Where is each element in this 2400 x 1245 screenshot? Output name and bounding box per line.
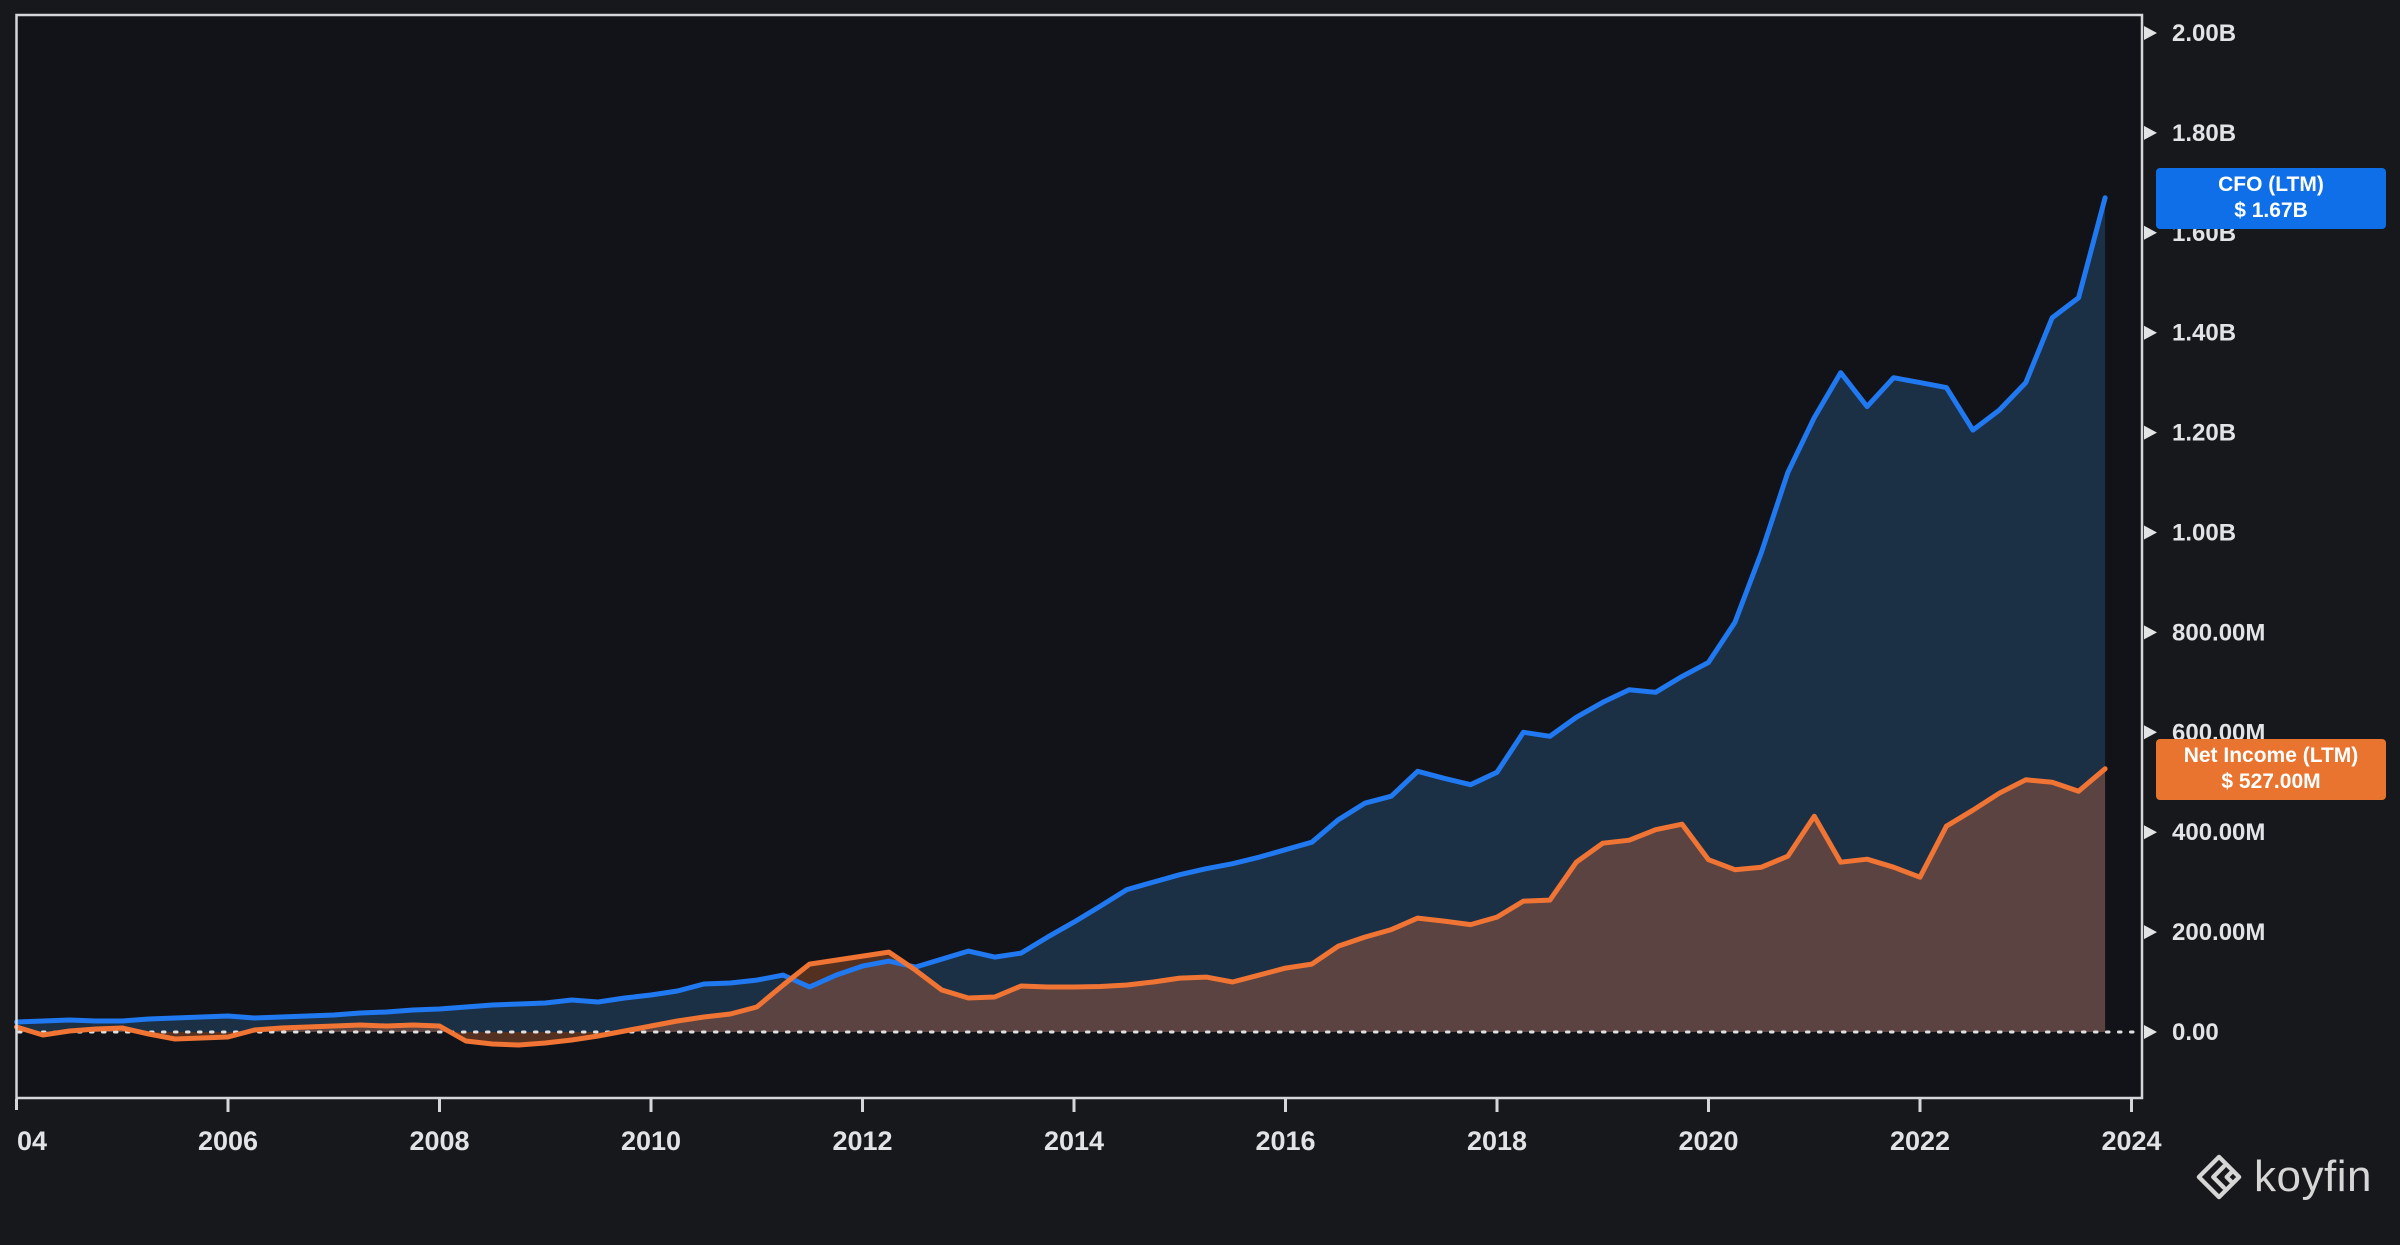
cfo-area-fill	[16, 197, 2106, 1033]
net-income-axis-badge: Net Income (LTM) $ 527.00M	[2156, 739, 2386, 800]
x-axis-label: 2022	[1890, 1126, 1950, 1156]
y-axis-label: 400.00M	[2172, 819, 2265, 846]
y-axis-label: 2.00B	[2172, 20, 2236, 47]
y-axis-tick-arrow	[2144, 525, 2157, 540]
y-axis-label: 800.00M	[2172, 619, 2265, 646]
net-income-badge-title: Net Income (LTM)	[2183, 744, 2359, 767]
koyfin-watermark: koyfin	[2196, 1152, 2372, 1202]
y-axis-tick-arrow	[2144, 825, 2157, 840]
y-axis-tick-arrow	[2144, 325, 2157, 340]
y-axis-tick-arrow	[2144, 1025, 2157, 1039]
y-axis-tick-arrow	[2144, 925, 2157, 940]
x-axis-label: 2008	[409, 1126, 469, 1156]
cfo-badge-title: CFO (LTM)	[2218, 173, 2324, 196]
plot-border	[15, 13, 2144, 1100]
y-axis-label: 1.00B	[2172, 520, 2236, 547]
x-axis-label: 2024	[2101, 1126, 2161, 1156]
y-axis-label: 0.00	[2172, 1019, 2219, 1046]
koyfin-logo-icon	[2196, 1154, 2242, 1200]
y-axis-tick-arrow	[2144, 725, 2157, 740]
x-axis-label: 2012	[832, 1126, 892, 1156]
x-axis-label: 2006	[198, 1126, 258, 1156]
net-income-badge-value: $ 527.00M	[2221, 770, 2321, 793]
y-axis-tick-arrow	[2144, 425, 2157, 440]
net-income-line[interactable]	[14, 766, 2108, 1048]
y-axis-tick-arrow	[2144, 125, 2157, 140]
y-axis-label: 1.40B	[2172, 320, 2236, 347]
y-axis-label: 200.00M	[2172, 919, 2265, 946]
y-axis-tick-arrow	[2144, 625, 2157, 640]
y-axis-tick-arrow	[2144, 225, 2157, 240]
x-axis-label: 2020	[1678, 1126, 1738, 1156]
cfo-badge-value: $ 1.67B	[2234, 199, 2308, 222]
x-axis-label: 2010	[621, 1126, 681, 1156]
x-axis-label: 2014	[1044, 1126, 1104, 1156]
y-axis-label: 1.80B	[2172, 120, 2236, 147]
x-axis-label: 2018	[1467, 1126, 1527, 1156]
y-axis-label: 1.20B	[2172, 420, 2236, 447]
x-axis-label: 04	[17, 1126, 47, 1156]
net-income-area-fill	[16, 768, 2106, 1045]
x-axis-label: 2016	[1255, 1126, 1315, 1156]
y-axis-tick-arrow	[2144, 26, 2157, 40]
cfo-line[interactable]	[14, 195, 2108, 1025]
cfo-axis-badge: CFO (LTM) $ 1.67B	[2156, 168, 2386, 229]
koyfin-wordmark: koyfin	[2254, 1152, 2372, 1201]
